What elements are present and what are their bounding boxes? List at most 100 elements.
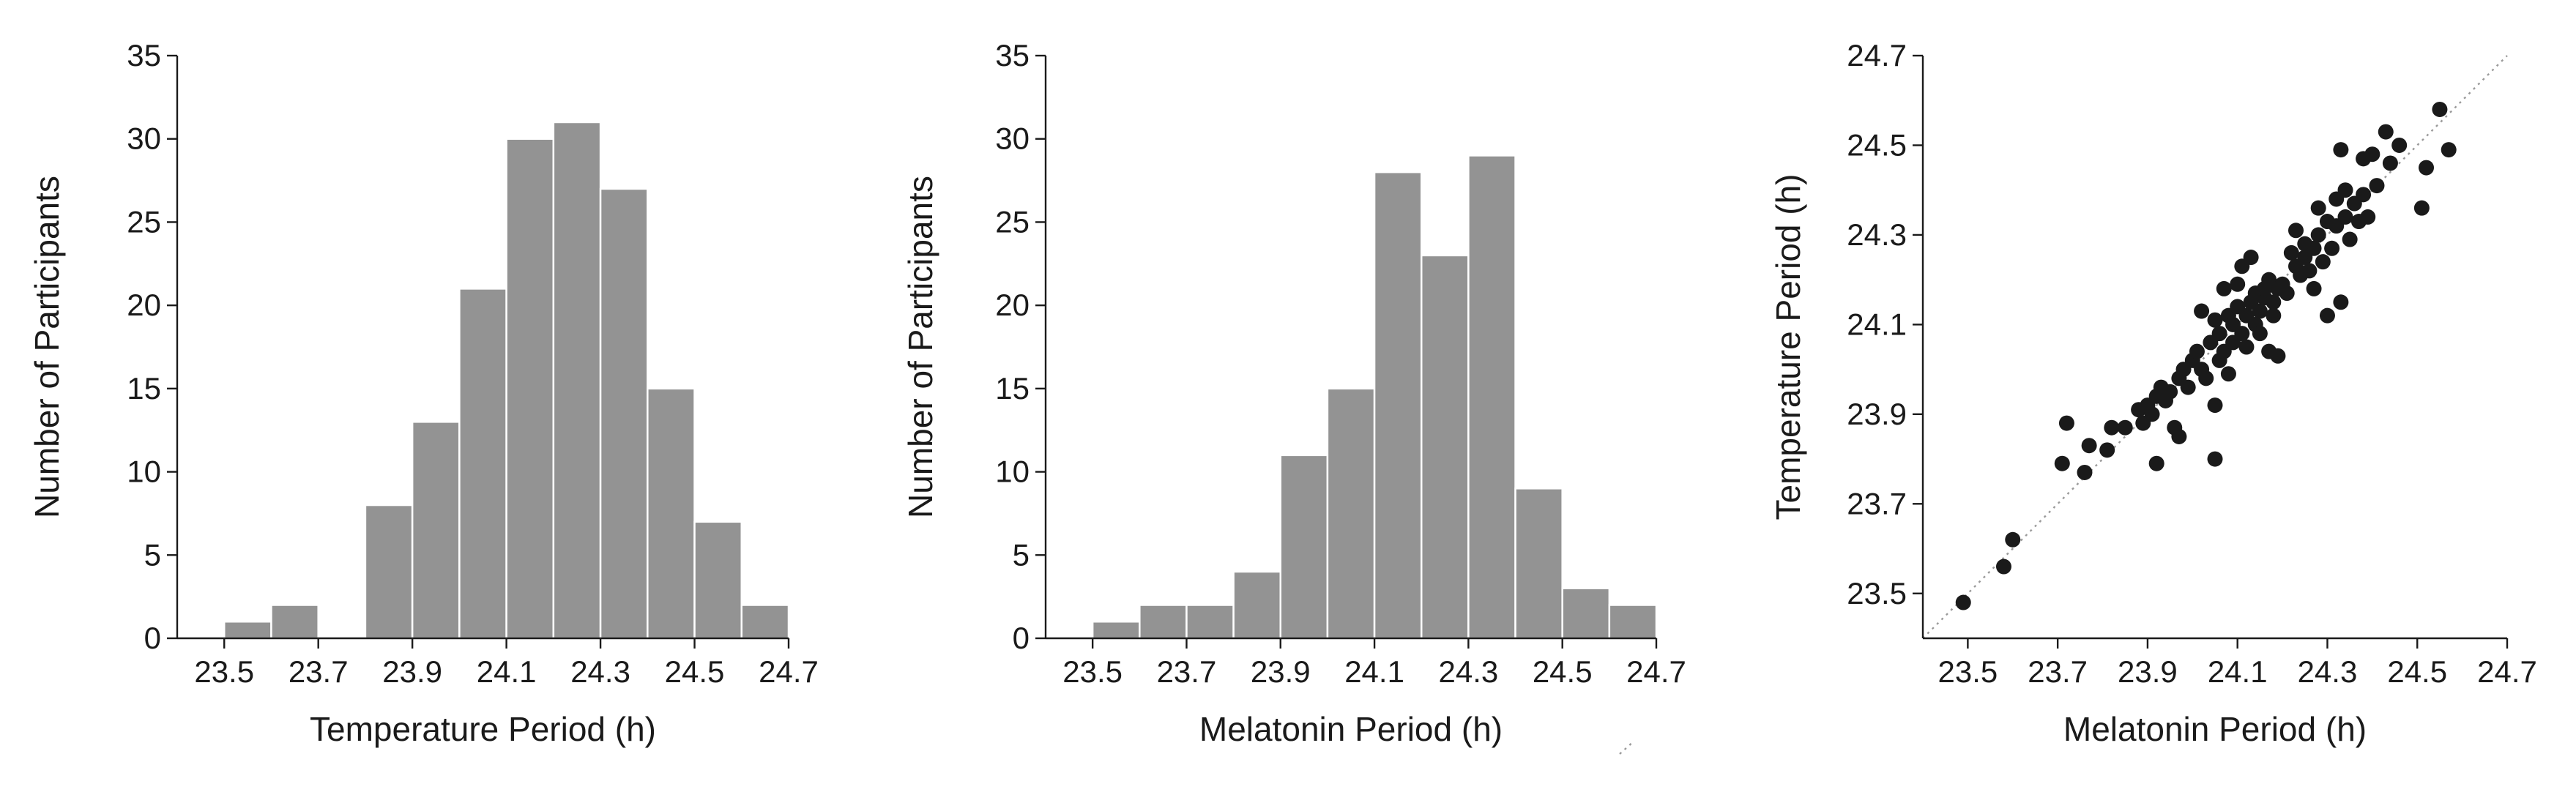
scatter-point	[2117, 419, 2133, 436]
y-tick-label: 25	[127, 204, 161, 239]
histogram-bar	[270, 604, 319, 640]
scatter-point	[2324, 240, 2340, 256]
scatter-point	[2283, 244, 2299, 261]
histogram-bar	[1373, 171, 1423, 640]
scatter-point	[2171, 428, 2187, 444]
y-tick-label: 10	[127, 455, 161, 489]
y-tick-label: 35	[127, 38, 161, 72]
x-tick-label: 24.1	[1344, 654, 1404, 689]
histogram-bar	[411, 421, 461, 640]
scatter-point	[2287, 223, 2304, 239]
scatter-point	[2081, 438, 2097, 454]
y-tick-label: 35	[995, 38, 1030, 72]
scatter-point	[2310, 200, 2326, 216]
y-tick-label: 20	[127, 288, 161, 322]
scatter-point	[2391, 137, 2408, 153]
scatter-point	[2441, 142, 2457, 158]
scatter-point	[2369, 178, 2385, 194]
histogram-bar	[1091, 621, 1141, 640]
histogram-bar	[1420, 254, 1470, 640]
y-tick-label: 24.7	[1847, 38, 1907, 72]
x-tick-label: 24.1	[2208, 654, 2268, 689]
scatter-point	[2319, 307, 2335, 324]
scatter-point	[2194, 303, 2210, 319]
y-axis-label: Temperature Period (h)	[1769, 174, 1807, 520]
x-tick-label: 23.7	[289, 654, 349, 689]
x-axis-label: Temperature Period (h)	[310, 710, 656, 748]
scatter-point	[1995, 558, 2011, 575]
histogram-bar	[740, 604, 790, 640]
scatter-point	[2189, 343, 2205, 359]
scatter-point	[2419, 160, 2435, 176]
histogram-bar	[1139, 604, 1188, 640]
scatter-point	[2230, 276, 2246, 292]
histogram-bar	[647, 387, 696, 640]
scatter-point	[2356, 187, 2372, 203]
scatter-point	[2360, 209, 2376, 225]
x-tick-label: 23.5	[194, 654, 254, 689]
histogram-bar	[1326, 387, 1376, 640]
x-tick-label: 24.3	[570, 654, 630, 689]
x-tick-label: 24.7	[759, 654, 819, 689]
x-tick-label: 23.5	[1062, 654, 1123, 689]
stray-dotted-mark	[1619, 740, 1635, 755]
scatter-point	[2211, 326, 2227, 342]
scatter-point	[2270, 348, 2286, 364]
scatter-point	[2337, 209, 2353, 225]
scatter-point	[2234, 326, 2250, 342]
x-tick-label: 23.9	[2118, 654, 2178, 689]
y-tick-label: 10	[995, 455, 1030, 489]
y-tick-label: 23.9	[1847, 397, 1907, 431]
scatter-point	[2207, 451, 2223, 467]
y-tick-label: 0	[144, 621, 161, 655]
scatter-point	[2077, 464, 2093, 480]
x-tick-label: 24.1	[477, 654, 537, 689]
histogram-bar	[1608, 604, 1658, 640]
histogram-bar	[1279, 454, 1329, 640]
y-tick-label: 24.5	[1847, 127, 1907, 162]
period-scatter-plot: 23.5 23.7 23.9 24.1 24.3 24.5 24.7 23.5 23.7 23.9…	[1769, 38, 2537, 748]
y-tick-label: 25	[995, 204, 1030, 239]
scatter-point	[2104, 419, 2120, 436]
histogram-bar	[364, 504, 414, 640]
scatter-point	[2243, 250, 2259, 266]
x-tick-label: 24.3	[1439, 654, 1499, 689]
histogram-bar	[505, 138, 555, 640]
x-tick-label: 23.9	[382, 654, 442, 689]
histogram-bar	[223, 621, 272, 640]
scatter-point	[2310, 227, 2326, 243]
y-tick-label: 24.1	[1847, 307, 1907, 341]
scatter-point	[2333, 294, 2349, 310]
scatter-point	[2432, 101, 2448, 117]
scatter-point	[2216, 280, 2232, 296]
y-axis-label: Number of Participants	[901, 176, 939, 518]
histogram-bar	[1232, 570, 1282, 640]
histogram-bar	[1185, 604, 1235, 640]
y-tick-label: 15	[127, 371, 161, 406]
x-tick-label: 23.7	[1157, 654, 1217, 689]
x-tick-label: 24.3	[2298, 654, 2358, 689]
histogram-bar	[1561, 587, 1611, 640]
x-tick-label: 24.5	[1533, 654, 1593, 689]
scatter-point	[2315, 254, 2331, 270]
y-tick-label: 23.5	[1847, 576, 1907, 610]
histogram-bar	[599, 187, 649, 640]
melatonin-histogram: 23.5 23.7 23.9 24.1 24.3 24.5 24.7 0 5 10 15 20 25 30…	[901, 38, 1686, 748]
x-tick-label: 24.5	[665, 654, 725, 689]
y-axis-label: Number of Participants	[28, 176, 66, 518]
scatter-point	[2054, 455, 2070, 471]
y-tick-label: 15	[995, 371, 1030, 406]
scatter-point	[2266, 294, 2282, 310]
x-tick-label: 23.7	[2028, 654, 2088, 689]
y-tick-label: 0	[1013, 621, 1030, 655]
scatter-point	[2238, 339, 2255, 355]
scatter-point	[2364, 146, 2380, 162]
scatter-point	[2342, 231, 2358, 247]
scatter-point	[2301, 263, 2318, 279]
scatter-point	[2207, 397, 2223, 414]
y-tick-label: 23.7	[1847, 486, 1907, 520]
scatter-point	[2252, 326, 2268, 342]
scatter-point	[2099, 442, 2115, 458]
scatter-point	[2252, 303, 2268, 319]
y-tick-label: 30	[127, 122, 161, 156]
